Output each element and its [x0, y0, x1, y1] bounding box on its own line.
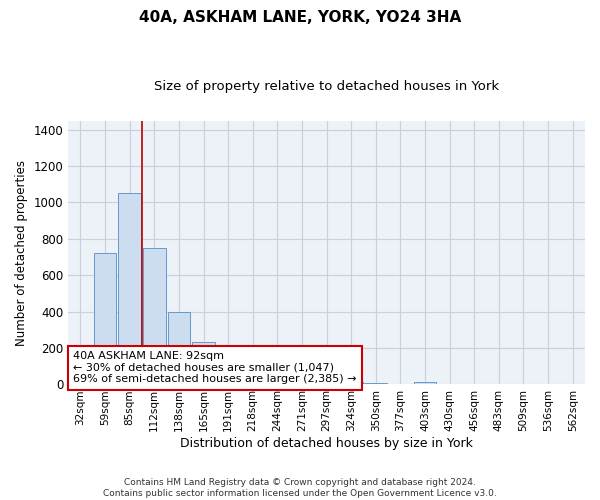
X-axis label: Distribution of detached houses by size in York: Distribution of detached houses by size …	[180, 437, 473, 450]
Bar	[414, 382, 436, 384]
Bar	[118, 194, 141, 384]
Bar	[364, 383, 387, 384]
Text: 40A ASKHAM LANE: 92sqm
← 30% of detached houses are smaller (1,047)
69% of semi-: 40A ASKHAM LANE: 92sqm ← 30% of detached…	[73, 351, 357, 384]
Bar	[266, 381, 289, 384]
Bar	[69, 366, 92, 384]
Bar	[167, 312, 190, 384]
Bar	[192, 342, 215, 384]
Bar	[290, 380, 313, 384]
Bar	[315, 381, 338, 384]
Y-axis label: Number of detached properties: Number of detached properties	[15, 160, 28, 346]
Text: Contains HM Land Registry data © Crown copyright and database right 2024.
Contai: Contains HM Land Registry data © Crown c…	[103, 478, 497, 498]
Title: Size of property relative to detached houses in York: Size of property relative to detached ho…	[154, 80, 499, 93]
Bar	[143, 248, 166, 384]
Text: 40A, ASKHAM LANE, YORK, YO24 3HA: 40A, ASKHAM LANE, YORK, YO24 3HA	[139, 10, 461, 25]
Bar	[94, 254, 116, 384]
Bar	[340, 382, 362, 384]
Bar	[217, 364, 239, 384]
Bar	[241, 376, 264, 384]
